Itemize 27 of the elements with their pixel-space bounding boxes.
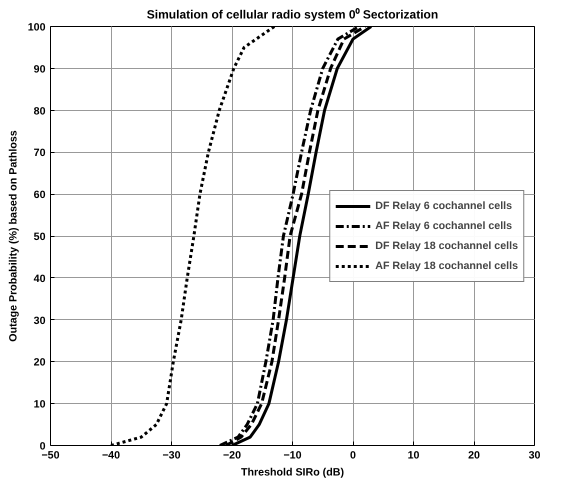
legend-label: DF Relay 18 cochannel cells [375, 240, 518, 252]
y-tick-label: 40 [34, 272, 46, 285]
y-tick-label: 10 [34, 398, 46, 411]
y-tick-label: 90 [34, 63, 46, 76]
legend-label: AF Relay 18 cochannel cells [375, 260, 518, 272]
y-tick-label: 50 [34, 231, 46, 243]
y-tick-label: 30 [34, 314, 46, 327]
y-tick-label: 0 [40, 440, 46, 452]
y-tick-label: 60 [34, 189, 46, 202]
x-axis-title: Threshold SIRo (dB) [241, 466, 344, 478]
x-tick-label: 30 [528, 450, 540, 462]
y-tick-label: 100 [28, 22, 46, 34]
chart-title: Simulation of cellular radio system 0⁰ Sectorization [146, 8, 438, 22]
legend-label: AF Relay 6 cochannel cells [375, 220, 512, 232]
x-tick-label: −10 [283, 450, 302, 462]
legend-label: DF Relay 6 cochannel cells [375, 200, 512, 212]
x-tick-label: −50 [41, 450, 60, 462]
x-tick-label: 20 [468, 450, 480, 462]
y-tick-label: 70 [34, 147, 46, 160]
y-axis-title: Outage Probability (%) based on Pathloss [8, 130, 20, 342]
y-tick-label: 20 [34, 356, 46, 369]
x-tick-label: −30 [162, 450, 181, 462]
x-tick-label: −20 [222, 450, 242, 462]
x-tick-label: −40 [102, 450, 120, 462]
x-tick-label: 0 [350, 450, 356, 462]
y-tick-label: 80 [34, 105, 46, 118]
x-tick-label: 10 [408, 450, 420, 462]
